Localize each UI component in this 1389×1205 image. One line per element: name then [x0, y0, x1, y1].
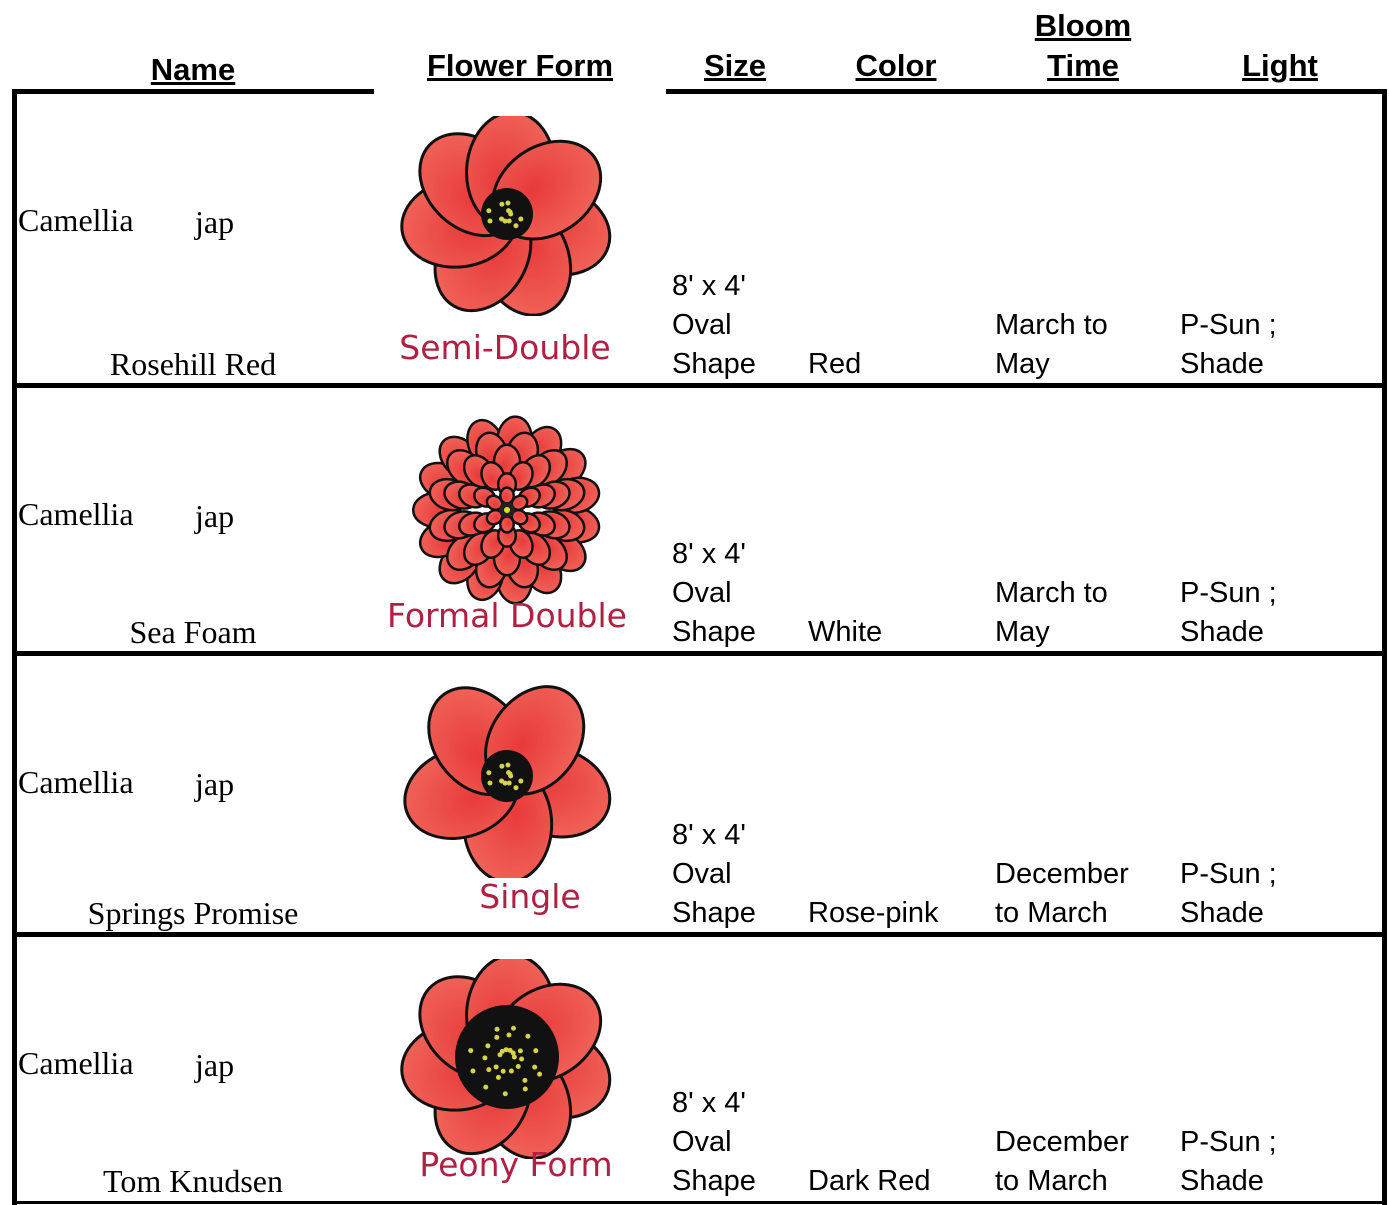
size: Shape	[672, 1165, 756, 1197]
flower-form-label: Formal Double	[387, 596, 627, 635]
rule	[12, 1201, 1387, 1204]
genus: Camellia	[18, 1045, 134, 1081]
size: Oval	[672, 858, 732, 890]
column-header: Name	[150, 52, 236, 87]
species: jap	[195, 204, 235, 240]
light: P-Sun ;	[1180, 577, 1277, 609]
column-header: Light	[1242, 48, 1318, 83]
cultivar: Rosehill Red	[109, 346, 277, 382]
bloom-time: March to	[995, 309, 1108, 341]
size: Shape	[672, 897, 756, 929]
bloom-time: December	[995, 858, 1129, 890]
bloom-time: December	[995, 1126, 1129, 1158]
flower-illustration	[400, 116, 612, 316]
bloom-time: to March	[995, 1165, 1108, 1197]
light: P-Sun ;	[1180, 858, 1277, 890]
rule	[1382, 90, 1387, 1205]
color: Dark Red	[808, 1165, 931, 1197]
bloom-time: May	[995, 616, 1050, 648]
column-header: Flower Form	[426, 48, 614, 83]
flower-illustration	[403, 685, 612, 878]
size: Shape	[672, 348, 756, 380]
size: 8' x 4'	[672, 1087, 746, 1119]
column-header: Bloom	[1034, 8, 1132, 43]
light: P-Sun ;	[1180, 309, 1277, 341]
color: Red	[808, 348, 862, 380]
rule	[12, 90, 17, 1205]
column-header: Time	[1047, 48, 1119, 83]
flower-illustration	[411, 415, 601, 605]
rule	[12, 651, 1387, 656]
genus: Camellia	[18, 202, 134, 238]
light: P-Sun ;	[1180, 1126, 1277, 1158]
size: Oval	[672, 1126, 732, 1158]
cultivar: Tom Knudsen	[103, 1163, 283, 1199]
bloom-time: May	[995, 348, 1050, 380]
species: jap	[195, 766, 235, 802]
light: Shade	[1180, 616, 1264, 648]
size: Oval	[672, 309, 732, 341]
rule	[666, 89, 1387, 94]
column-header: Color	[855, 48, 937, 83]
cultivar: Sea Foam	[129, 614, 257, 650]
size: 8' x 4'	[672, 819, 746, 851]
column-header: Size	[703, 48, 767, 83]
size: 8' x 4'	[672, 270, 746, 302]
species: jap	[195, 498, 235, 534]
rule	[12, 89, 374, 94]
species: jap	[195, 1047, 235, 1083]
genus: Camellia	[18, 496, 134, 532]
cultivar: Springs Promise	[87, 895, 299, 931]
light: Shade	[1180, 897, 1264, 929]
flower-illustration	[400, 959, 612, 1159]
rule	[12, 383, 1387, 388]
rule	[12, 932, 1387, 937]
flower-form-label: Peony Form	[419, 1145, 613, 1184]
color: White	[808, 616, 883, 648]
flower-form-label: Semi-Double	[399, 328, 611, 367]
flower-form-label: Single	[479, 877, 581, 916]
light: Shade	[1180, 348, 1264, 380]
light: Shade	[1180, 1165, 1264, 1197]
size: Shape	[672, 616, 756, 648]
bloom-time: March to	[995, 577, 1108, 609]
size: Oval	[672, 577, 732, 609]
size: 8' x 4'	[672, 538, 746, 570]
bloom-time: to March	[995, 897, 1108, 929]
color: Rose-pink	[808, 897, 939, 929]
genus: Camellia	[18, 764, 134, 800]
